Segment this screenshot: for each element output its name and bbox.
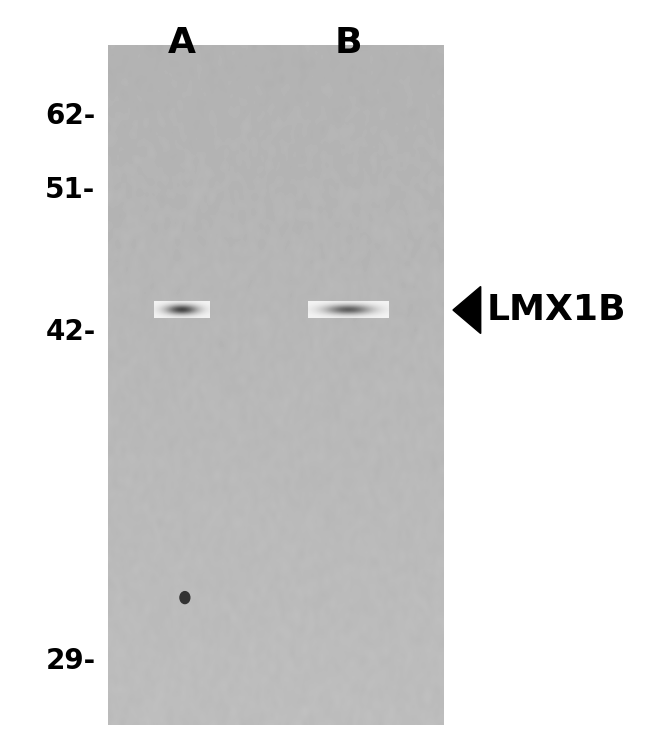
Text: LMX1B: LMX1B [487, 293, 627, 327]
Text: 51-: 51- [46, 176, 96, 205]
Text: B: B [335, 26, 362, 61]
Text: 42-: 42- [46, 318, 96, 347]
Text: 29-: 29- [46, 647, 96, 675]
Text: 62-: 62- [46, 102, 96, 130]
Text: A: A [168, 26, 196, 61]
Circle shape [180, 592, 190, 604]
Polygon shape [453, 286, 481, 333]
